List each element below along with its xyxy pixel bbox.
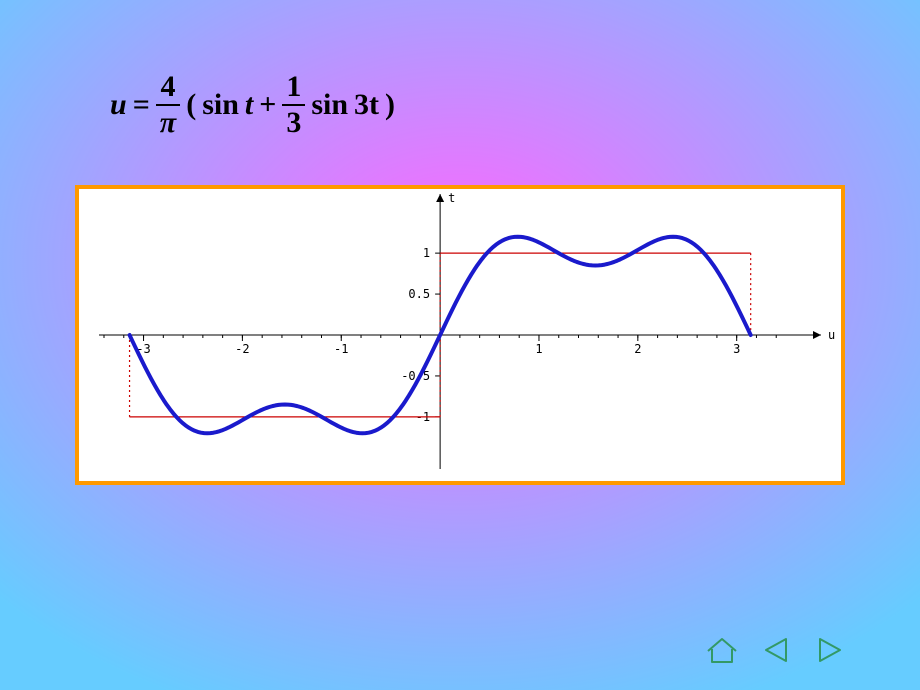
x-tick-label: 2	[634, 342, 641, 356]
formula-sin1: sin	[202, 88, 239, 122]
slide: u = 4 π ( sin t + 1 3 sin 3t ) -3-2-1123…	[0, 0, 920, 690]
x-tick-label: 3	[733, 342, 740, 356]
x-axis-label: u	[828, 328, 835, 342]
formula-arg2: 3t	[354, 88, 379, 122]
formula: u = 4 π ( sin t + 1 3 sin 3t )	[110, 72, 395, 138]
x-tick-label: 1	[535, 342, 542, 356]
y-tick-label: 1	[423, 246, 430, 260]
x-tick-label: -2	[235, 342, 249, 356]
home-button[interactable]	[702, 635, 742, 665]
formula-eq: =	[133, 88, 150, 122]
formula-sin2: sin	[311, 88, 348, 122]
formula-plus: +	[259, 88, 276, 122]
formula-frac2: 1 3	[282, 72, 305, 138]
next-button[interactable]	[810, 635, 850, 665]
x-tick-label: -1	[334, 342, 348, 356]
formula-close: )	[385, 88, 395, 122]
nav-buttons	[702, 635, 850, 665]
prev-button[interactable]	[756, 635, 796, 665]
formula-arg1: t	[245, 88, 253, 122]
formula-open: (	[186, 88, 196, 122]
y-axis-label: t	[448, 191, 455, 205]
x-axis-arrow	[813, 331, 821, 339]
chart-frame: -3-2-1123-1-0.50.51ut	[75, 185, 845, 485]
y-axis-arrow	[436, 194, 444, 202]
y-tick-label: 0.5	[408, 287, 430, 301]
formula-lhs: u	[110, 88, 127, 122]
formula-coef: 4 π	[156, 72, 180, 138]
chart: -3-2-1123-1-0.50.51ut	[79, 189, 841, 481]
